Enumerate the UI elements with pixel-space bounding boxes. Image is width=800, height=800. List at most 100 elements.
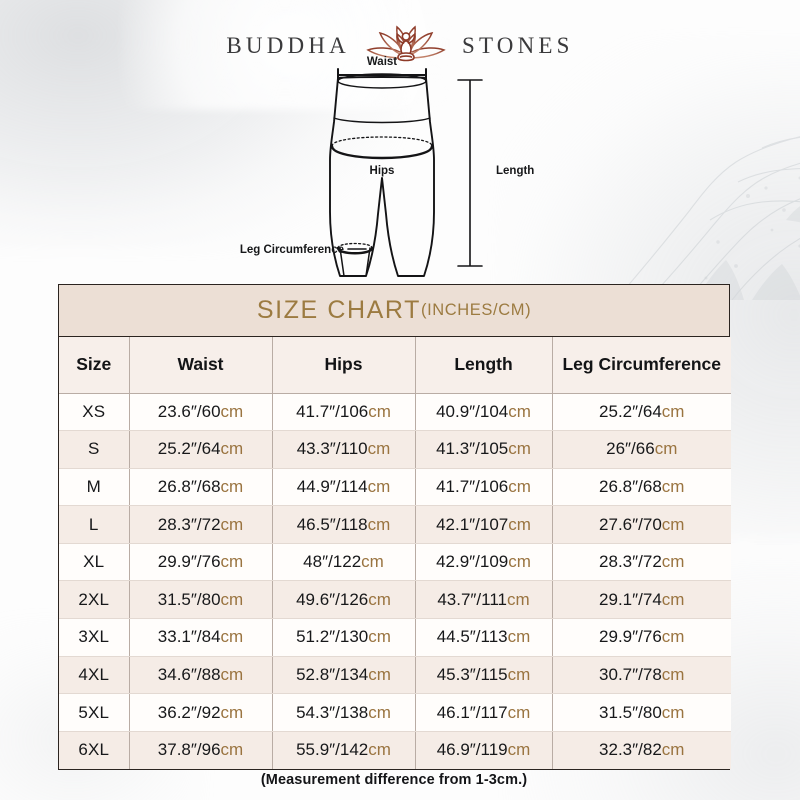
- cell-size: XS: [59, 393, 130, 432]
- value-inches: 40.9″/104: [436, 401, 509, 421]
- value-unit-cm: cm: [661, 740, 685, 760]
- table-row: XL 29.9″/76cm 48″/122cm 42.9″/109cm 28.3″/72…: [59, 543, 731, 582]
- value-inches: 51.2″/130: [296, 627, 369, 647]
- column-header-size: Size: [59, 337, 130, 394]
- cell-length: 45.3″/115cm: [415, 656, 553, 695]
- value-inches: 45.3″/115: [436, 664, 508, 684]
- value-unit-cm: cm: [220, 589, 244, 609]
- brand-logo: BUDDHA: [0, 22, 800, 70]
- value-inches: 44.5″/113: [436, 627, 508, 647]
- value-unit-cm: cm: [220, 664, 244, 684]
- table-row: XS 23.6″/60cm 41.7″/106cm 40.9″/104cm 25.2″/…: [59, 393, 731, 432]
- value-unit-cm: cm: [654, 439, 678, 459]
- value-inches: 54.3″/138: [296, 702, 369, 722]
- value-inches: 29.1″/74: [599, 589, 662, 609]
- cell-leg-circumference: 28.3″/72cm: [552, 543, 731, 582]
- table-body: XS 23.6″/60cm 41.7″/106cm 40.9″/104cm 25.2″/…: [59, 393, 731, 769]
- cell-size: 3XL: [59, 618, 130, 657]
- value-unit-cm: cm: [507, 589, 530, 609]
- cell-waist: 23.6″/60cm: [129, 393, 273, 432]
- cell-waist: 37.8″/96cm: [129, 731, 273, 769]
- value-inches: 43.7″/111: [437, 589, 507, 609]
- value-inches: 23.6″/60: [157, 401, 221, 421]
- value-inches: 46.9″/119: [436, 740, 508, 760]
- value-unit-cm: cm: [367, 514, 391, 534]
- value-unit-cm: cm: [661, 514, 685, 534]
- label-hips: Hips: [370, 165, 395, 177]
- cell-hips: 49.6″/126cm: [272, 580, 416, 620]
- cell-size: M: [59, 468, 130, 507]
- lotus-meditation-icon: [358, 22, 454, 70]
- table-row: 3XL 33.1″/84cm 51.2″/130cm 44.5″/113cm 29.9″…: [59, 618, 731, 657]
- cell-size: S: [59, 430, 130, 469]
- header-row: Size Waist Hips Length Leg Circumference: [59, 337, 731, 394]
- cell-waist: 31.5″/80cm: [129, 580, 273, 620]
- table-row: 2XL 31.5″/80cm 49.6″/126cm 43.7″/111cm 29.1″…: [59, 580, 731, 620]
- brand-word-left: BUDDHA: [226, 33, 350, 58]
- value-unit-cm: cm: [508, 401, 531, 421]
- value-unit-cm: cm: [507, 702, 531, 722]
- value-unit-cm: cm: [661, 589, 685, 609]
- cell-hips: 41.7″/106cm: [272, 393, 416, 432]
- value-unit-cm: cm: [220, 740, 244, 760]
- cell-size: 6XL: [59, 731, 130, 769]
- value-inches: 28.3″/72: [157, 514, 221, 534]
- value-inches: 33.1″/84: [157, 627, 221, 647]
- cell-length: 46.1″/117cm: [415, 693, 553, 732]
- value-unit-cm: cm: [367, 476, 391, 496]
- column-header-length: Length: [415, 337, 553, 394]
- cell-hips: 44.9″/114cm: [272, 468, 416, 507]
- chart-title-units: (INCHES/CM): [420, 301, 532, 319]
- value-inches: 29.9″/76: [599, 627, 662, 647]
- value-inches: 27.6″/70: [599, 514, 662, 534]
- chart-title-main: SIZE CHART: [256, 296, 421, 324]
- cell-hips: 43.3″/110cm: [272, 430, 416, 469]
- value-unit-cm: cm: [368, 664, 391, 684]
- label-waist: Waist: [367, 56, 397, 68]
- cell-leg-circumference: 25.2″/64cm: [552, 393, 731, 432]
- cell-leg-circumference: 32.3″/82cm: [552, 731, 731, 769]
- value-inches: 46.1″/117: [436, 702, 508, 722]
- size-value: 4XL: [78, 664, 110, 684]
- cell-leg-circumference: 30.7″/78cm: [552, 656, 731, 695]
- cell-leg-circumference: 26″/66cm: [552, 430, 731, 469]
- value-unit-cm: cm: [220, 401, 244, 421]
- cell-size: XL: [59, 543, 130, 582]
- value-unit-cm: cm: [361, 552, 384, 572]
- size-value: M: [86, 476, 101, 496]
- table-row: M 26.8″/68cm 44.9″/114cm 41.7″/106cm 26.8″/6…: [59, 468, 731, 507]
- cell-length: 46.9″/119cm: [415, 731, 553, 769]
- value-inches: 36.2″/92: [157, 702, 221, 722]
- value-unit-cm: cm: [220, 627, 244, 647]
- cell-length: 42.1″/107cm: [415, 505, 553, 544]
- cell-waist: 29.9″/76cm: [129, 543, 273, 582]
- value-unit-cm: cm: [661, 664, 685, 684]
- cell-hips: 55.9″/142cm: [272, 731, 416, 769]
- value-inches: 42.9″/109: [436, 552, 509, 572]
- size-chart-table-container: SIZE CHART (INCHES/CM) Size Waist Hips L…: [58, 284, 731, 770]
- cell-hips: 54.3″/138cm: [272, 693, 416, 732]
- value-inches: 34.6″/88: [157, 664, 221, 684]
- cell-length: 43.7″/111cm: [415, 580, 553, 620]
- value-inches: 29.9″/76: [157, 552, 221, 572]
- cell-waist: 25.2″/64cm: [129, 430, 273, 469]
- value-unit-cm: cm: [220, 476, 244, 496]
- cell-length: 41.7″/106cm: [415, 468, 553, 507]
- value-inches: 43.3″/110: [296, 439, 368, 459]
- cell-length: 44.5″/113cm: [415, 618, 553, 657]
- column-header-hips: Hips: [272, 337, 416, 394]
- cell-hips: 46.5″/118cm: [272, 505, 416, 544]
- value-unit-cm: cm: [507, 740, 531, 760]
- cell-length: 42.9″/109cm: [415, 543, 553, 582]
- table-row: L 28.3″/72cm 46.5″/118cm 42.1″/107cm 27.6″/7…: [59, 505, 731, 544]
- cell-hips: 51.2″/130cm: [272, 618, 416, 657]
- value-unit-cm: cm: [661, 401, 685, 421]
- cell-size: L: [59, 505, 130, 544]
- cell-size: 4XL: [59, 656, 130, 695]
- cell-leg-circumference: 31.5″/80cm: [552, 693, 731, 732]
- value-inches: 26.8″/68: [157, 476, 221, 496]
- value-inches: 48″/122: [303, 552, 362, 572]
- value-unit-cm: cm: [220, 514, 244, 534]
- size-value: S: [87, 439, 100, 459]
